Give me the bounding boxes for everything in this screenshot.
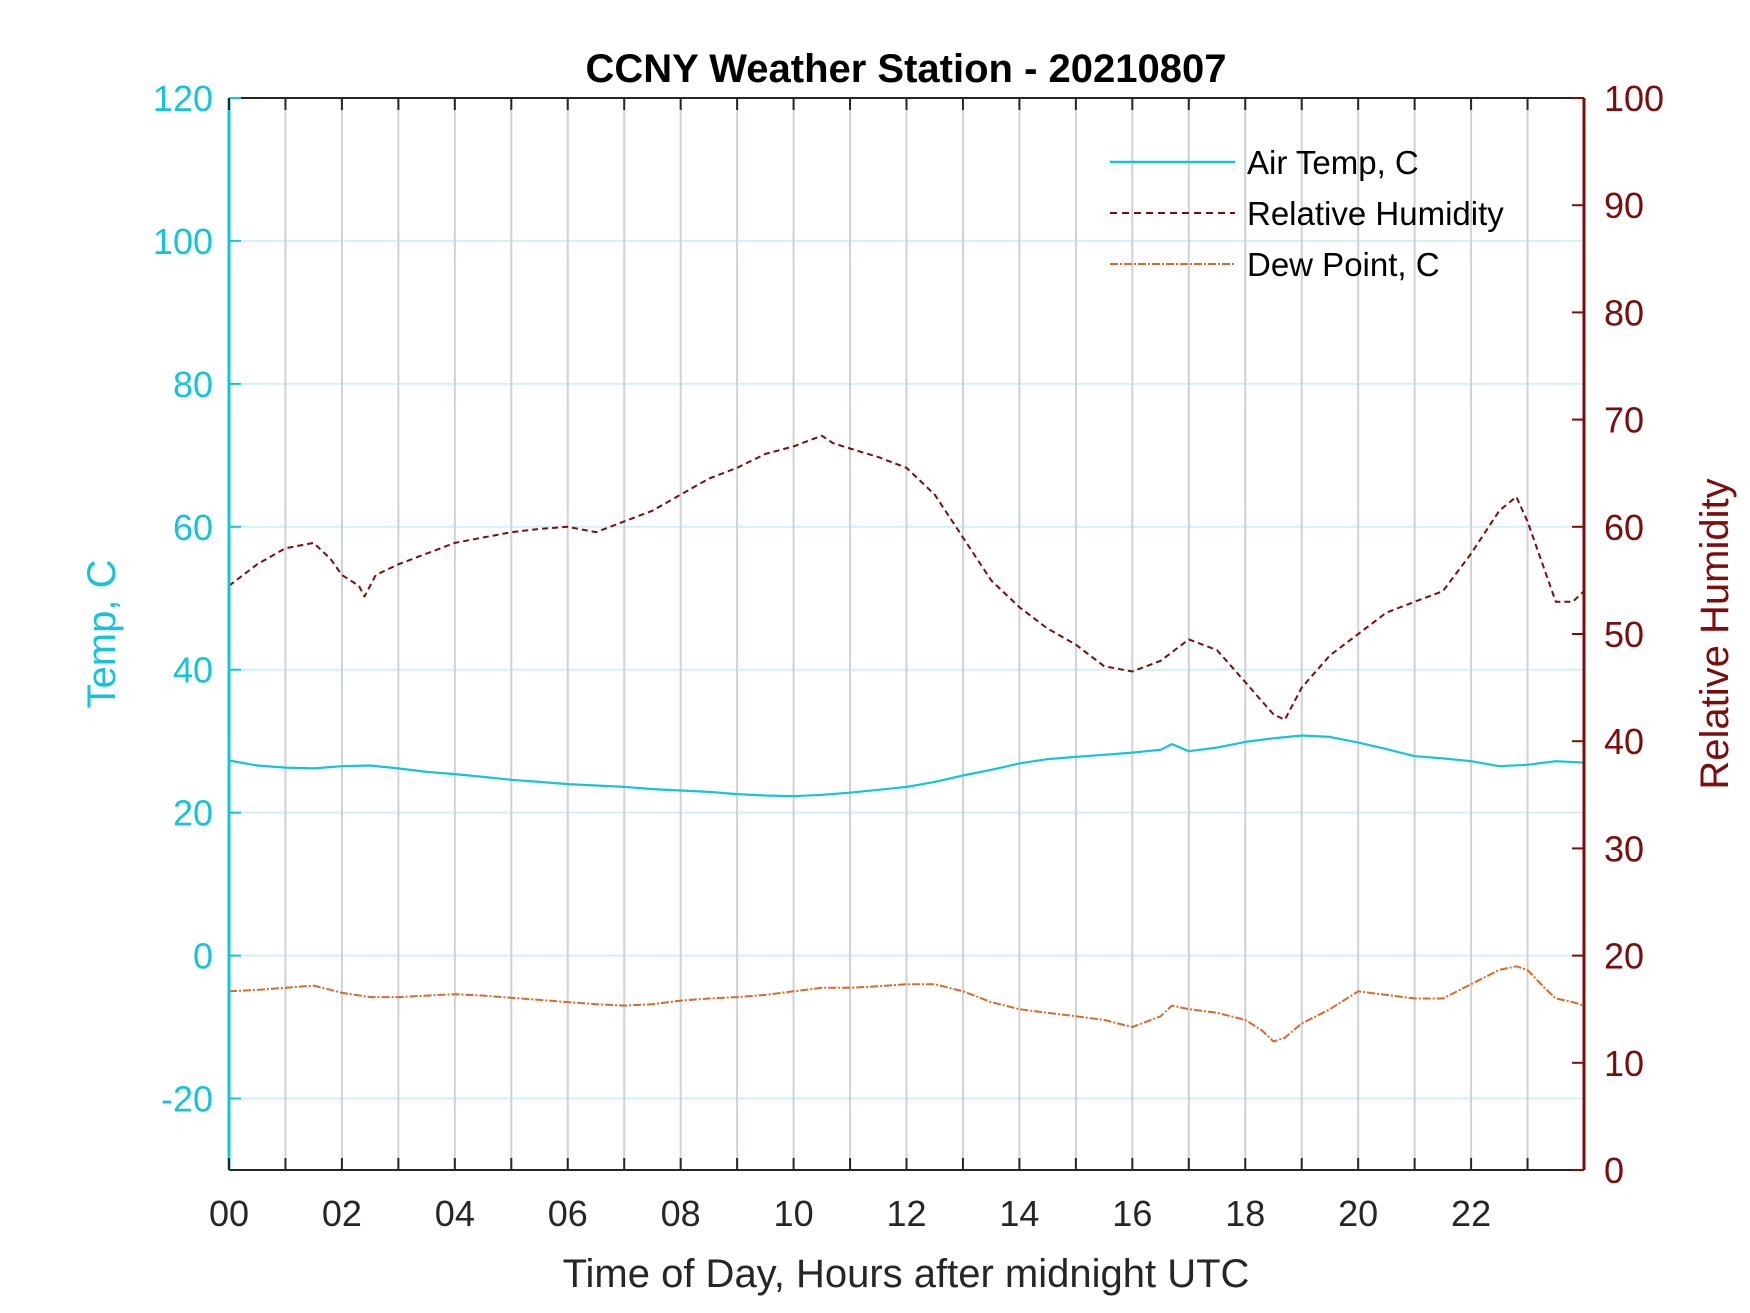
x-tick-label: 06 [548, 1193, 588, 1234]
y-right-tick-label: 10 [1604, 1043, 1644, 1084]
legend-label-air-temp: Air Temp, C [1247, 144, 1419, 181]
x-tick-label: 00 [209, 1193, 249, 1234]
x-tick-labels: 00 02 04 06 08 10 12 14 16 18 20 22 [209, 1193, 1491, 1234]
x-tick-label: 10 [774, 1193, 814, 1234]
y-left-tick-label: 120 [153, 78, 213, 119]
y-left-tick-label: -20 [161, 1079, 213, 1120]
y-right-tick-label: 70 [1604, 400, 1644, 441]
y-right-tick-label: 90 [1604, 185, 1644, 226]
x-tick-label: 20 [1338, 1193, 1378, 1234]
y-right-tick-label: 30 [1604, 828, 1644, 869]
y-left-tick-label: 100 [153, 221, 213, 262]
y-left-tick-label: 80 [173, 364, 213, 405]
x-tick-label: 14 [999, 1193, 1039, 1234]
y-left-tick-label: 60 [173, 507, 213, 548]
legend-label-dew-point: Dew Point, C [1247, 246, 1440, 283]
y-right-tick-label: 60 [1604, 507, 1644, 548]
y-axis-label-right: Relative Humidity [1693, 478, 1737, 789]
x-tick-label: 22 [1451, 1193, 1491, 1234]
x-tick-label: 04 [435, 1193, 475, 1234]
y-right-tick-label: 100 [1604, 78, 1664, 119]
y-right-tick-label: 0 [1604, 1150, 1624, 1191]
x-tick-label: 08 [661, 1193, 701, 1234]
series-line-relative-humidity [228, 434, 1585, 721]
y-left-tick-label: 20 [173, 793, 213, 834]
series-line-air-temp [228, 734, 1585, 798]
x-tick-label: 12 [886, 1193, 926, 1234]
series-layer [228, 434, 1585, 1043]
legend-label-relative-humidity: Relative Humidity [1247, 195, 1504, 232]
legend: Air Temp, C Relative Humidity Dew Point,… [1110, 144, 1504, 283]
x-axis-label: Time of Day, Hours after midnight UTC [563, 1252, 1250, 1296]
tick-marks [228, 97, 1584, 1171]
y-left-tick-label: 0 [193, 936, 213, 977]
x-tick-label: 16 [1112, 1193, 1152, 1234]
x-tick-label: 02 [322, 1193, 362, 1234]
chart-title: CCNY Weather Station - 20210807 [586, 47, 1227, 91]
y-right-tick-label: 40 [1604, 721, 1644, 762]
x-tick-label: 18 [1225, 1193, 1265, 1234]
series-line-dew-point [228, 965, 1585, 1043]
y-right-tick-label: 80 [1604, 292, 1644, 333]
y-left-tick-labels: -20 0 20 40 60 80 100 120 [153, 78, 213, 1120]
y-right-tick-label: 20 [1604, 936, 1644, 977]
y-right-tick-label: 50 [1604, 614, 1644, 655]
y-right-tick-labels: 0 10 20 30 40 50 60 70 80 90 100 [1604, 78, 1664, 1191]
y-axis-label-left: Temp, C [80, 560, 124, 709]
y-left-tick-label: 40 [173, 650, 213, 691]
